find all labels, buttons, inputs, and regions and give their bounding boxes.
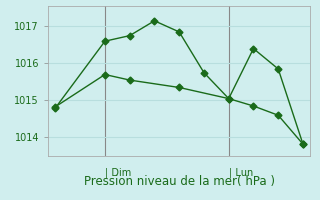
Text: | Dim: | Dim	[105, 168, 131, 179]
X-axis label: Pression niveau de la mer( hPa ): Pression niveau de la mer( hPa )	[84, 175, 275, 188]
Text: | Lun: | Lun	[229, 168, 253, 179]
